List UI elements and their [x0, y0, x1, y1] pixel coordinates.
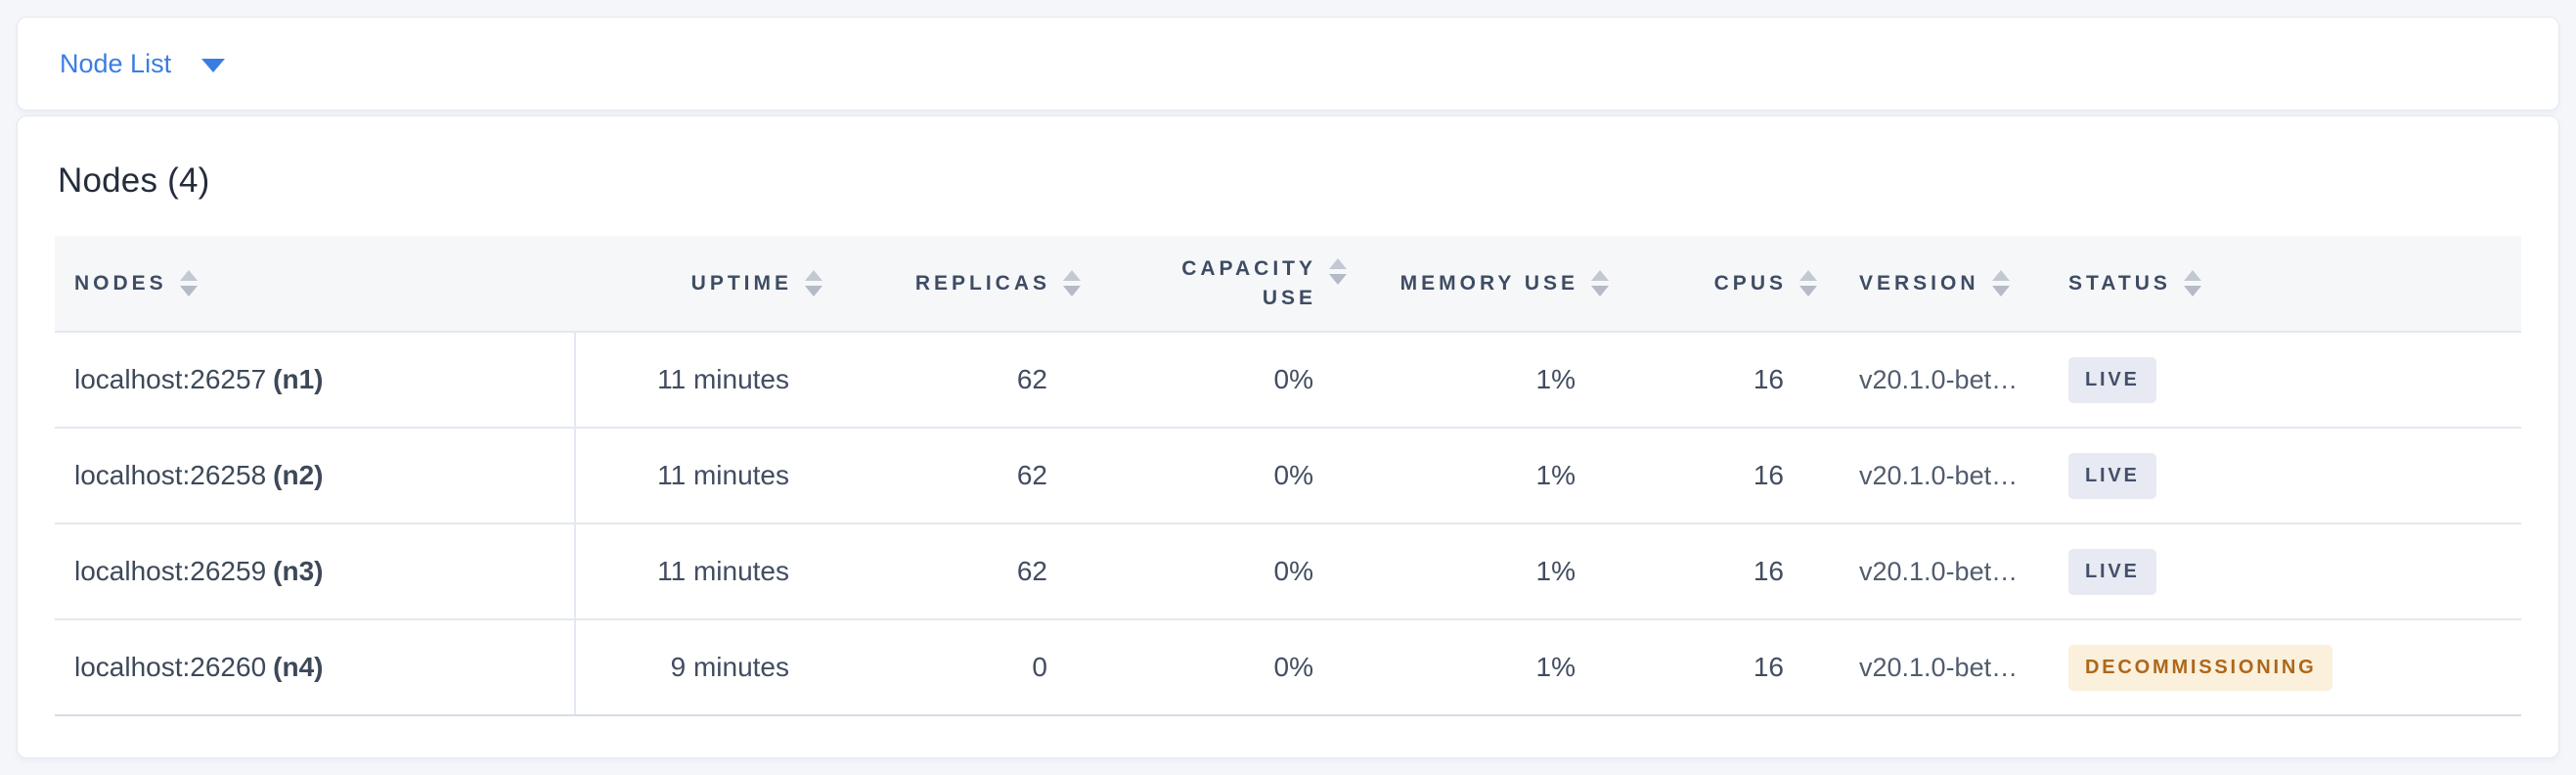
node-address: localhost:26258 (n2) [55, 428, 576, 524]
column-header-capacity-use[interactable]: CAPACITY USE [1086, 236, 1352, 333]
sort-icon [179, 270, 198, 296]
sort-icon [1591, 270, 1609, 296]
node-id: (n1) [273, 364, 324, 394]
node-id: (n3) [273, 556, 324, 586]
column-header-replicas[interactable]: REPLICAS [827, 236, 1086, 333]
node-address: localhost:26260 (n4) [55, 619, 576, 716]
capacity-use-value: 0% [1086, 428, 1352, 524]
cpus-value: 16 [1614, 524, 1822, 620]
version-value: v20.1.0-bet… [1822, 619, 2045, 716]
nodes-panel: Nodes (4) NODES UPTIME [17, 115, 2559, 758]
sort-icon [1063, 270, 1081, 296]
replicas-value: 62 [827, 524, 1086, 620]
replicas-value: 62 [827, 332, 1086, 429]
page-title: Nodes (4) [58, 161, 210, 200]
node-address: localhost:26259 (n3) [55, 524, 576, 620]
uptime-value: 11 minutes [575, 524, 827, 620]
uptime-value: 11 minutes [575, 428, 827, 524]
capacity-use-value: 0% [1086, 524, 1352, 620]
sort-icon [805, 270, 822, 296]
sort-icon [1329, 257, 1347, 285]
cpus-value: 16 [1614, 619, 1822, 716]
node-address: localhost:26257 (n1) [55, 332, 576, 429]
chevron-down-icon [201, 59, 226, 72]
nodes-table: NODES UPTIME REPLICAS [55, 236, 2521, 716]
memory-use-value: 1% [1352, 428, 1614, 524]
memory-use-value: 1% [1352, 524, 1614, 620]
table-row-node-3[interactable]: localhost:26259 (n3) 11 minutes 62 0% 1% … [55, 524, 2521, 620]
cpus-value: 16 [1614, 428, 1822, 524]
replicas-value: 62 [827, 428, 1086, 524]
replicas-value: 0 [827, 619, 1086, 716]
node-id: (n4) [273, 652, 324, 682]
node-list-dropdown-label: Node List [60, 48, 172, 78]
column-header-uptime[interactable]: UPTIME [575, 236, 827, 333]
view-selector-bar: Node List [17, 17, 2559, 111]
version-value: v20.1.0-bet… [1822, 428, 2045, 524]
memory-use-value: 1% [1352, 332, 1614, 429]
memory-use-value: 1% [1352, 619, 1614, 716]
uptime-value: 11 minutes [575, 332, 827, 429]
status-badge: LIVE [2068, 356, 2156, 403]
version-value: v20.1.0-bet… [1822, 332, 2045, 429]
sort-icon [1991, 270, 2010, 296]
column-header-memory-use[interactable]: MEMORY USE [1352, 236, 1614, 333]
column-header-cpus[interactable]: CPUS [1614, 236, 1822, 333]
status-badge: LIVE [2068, 452, 2156, 499]
sort-icon [1799, 270, 1817, 296]
table-row-node-2[interactable]: localhost:26258 (n2) 11 minutes 62 0% 1% … [55, 428, 2521, 524]
capacity-use-value: 0% [1086, 332, 1352, 429]
status-badge: LIVE [2068, 548, 2156, 595]
nodes-table-header: NODES UPTIME REPLICAS [55, 236, 2521, 333]
sort-icon [2183, 270, 2201, 296]
column-header-status[interactable]: STATUS [2045, 236, 2521, 333]
cpus-value: 16 [1614, 332, 1822, 429]
column-header-version[interactable]: VERSION [1822, 236, 2045, 333]
uptime-value: 9 minutes [575, 619, 827, 716]
node-list-dropdown[interactable]: Node List [60, 48, 226, 79]
node-id: (n2) [273, 460, 324, 490]
capacity-use-value: 0% [1086, 619, 1352, 716]
table-row-node-1[interactable]: localhost:26257 (n1) 11 minutes 62 0% 1% … [55, 332, 2521, 429]
table-row-node-4[interactable]: localhost:26260 (n4) 9 minutes 0 0% 1% 16… [55, 619, 2521, 716]
column-header-nodes[interactable]: NODES [55, 236, 575, 333]
version-value: v20.1.0-bet… [1822, 524, 2045, 620]
status-badge: DECOMMISSIONING [2068, 644, 2333, 691]
